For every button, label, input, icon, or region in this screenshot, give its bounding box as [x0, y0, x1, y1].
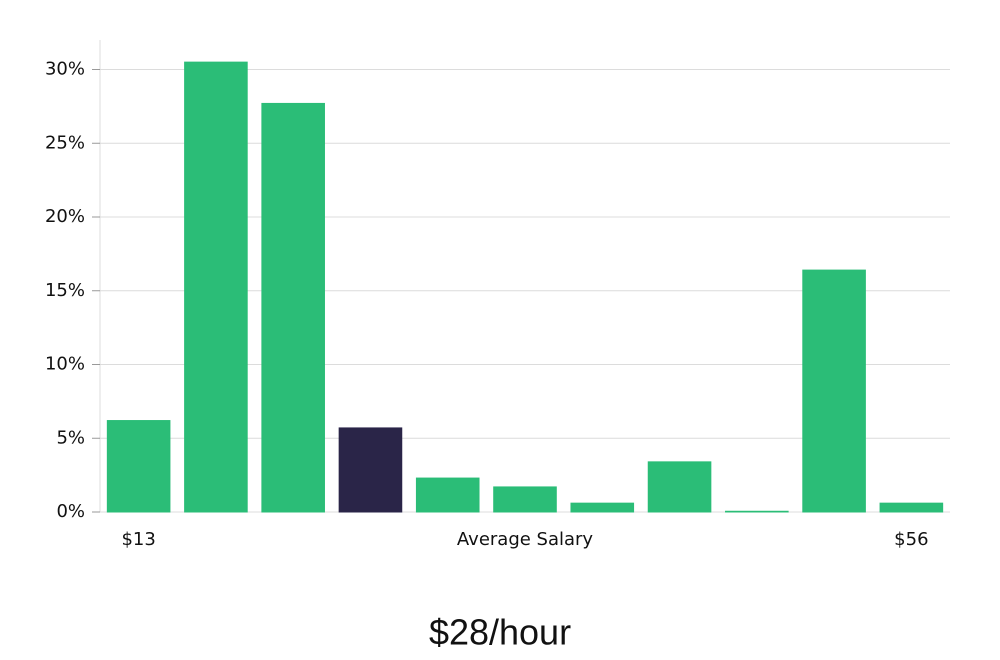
y-tick-label: 5% — [56, 427, 85, 448]
y-tick-label: 20% — [45, 206, 85, 227]
bar — [261, 102, 325, 513]
bar — [493, 486, 557, 513]
bar — [338, 427, 403, 513]
y-tick-label: 0% — [56, 501, 85, 522]
y-tick-label: 15% — [45, 280, 85, 301]
bar — [647, 461, 712, 513]
x-axis-label: Average Salary — [457, 529, 594, 550]
bar — [725, 510, 789, 513]
x-tick-label: $56 — [894, 529, 928, 550]
y-tick-label: 10% — [45, 354, 85, 375]
bar — [802, 269, 866, 513]
bar — [106, 420, 171, 513]
y-tick-label: 25% — [45, 132, 85, 153]
bar — [184, 61, 248, 513]
bar — [415, 477, 480, 513]
bar — [879, 502, 944, 513]
summary: $28/hour — [429, 612, 571, 653]
x-tick-label: $13 — [121, 529, 155, 550]
y-tick-label: 30% — [45, 59, 85, 80]
bar — [570, 502, 635, 513]
